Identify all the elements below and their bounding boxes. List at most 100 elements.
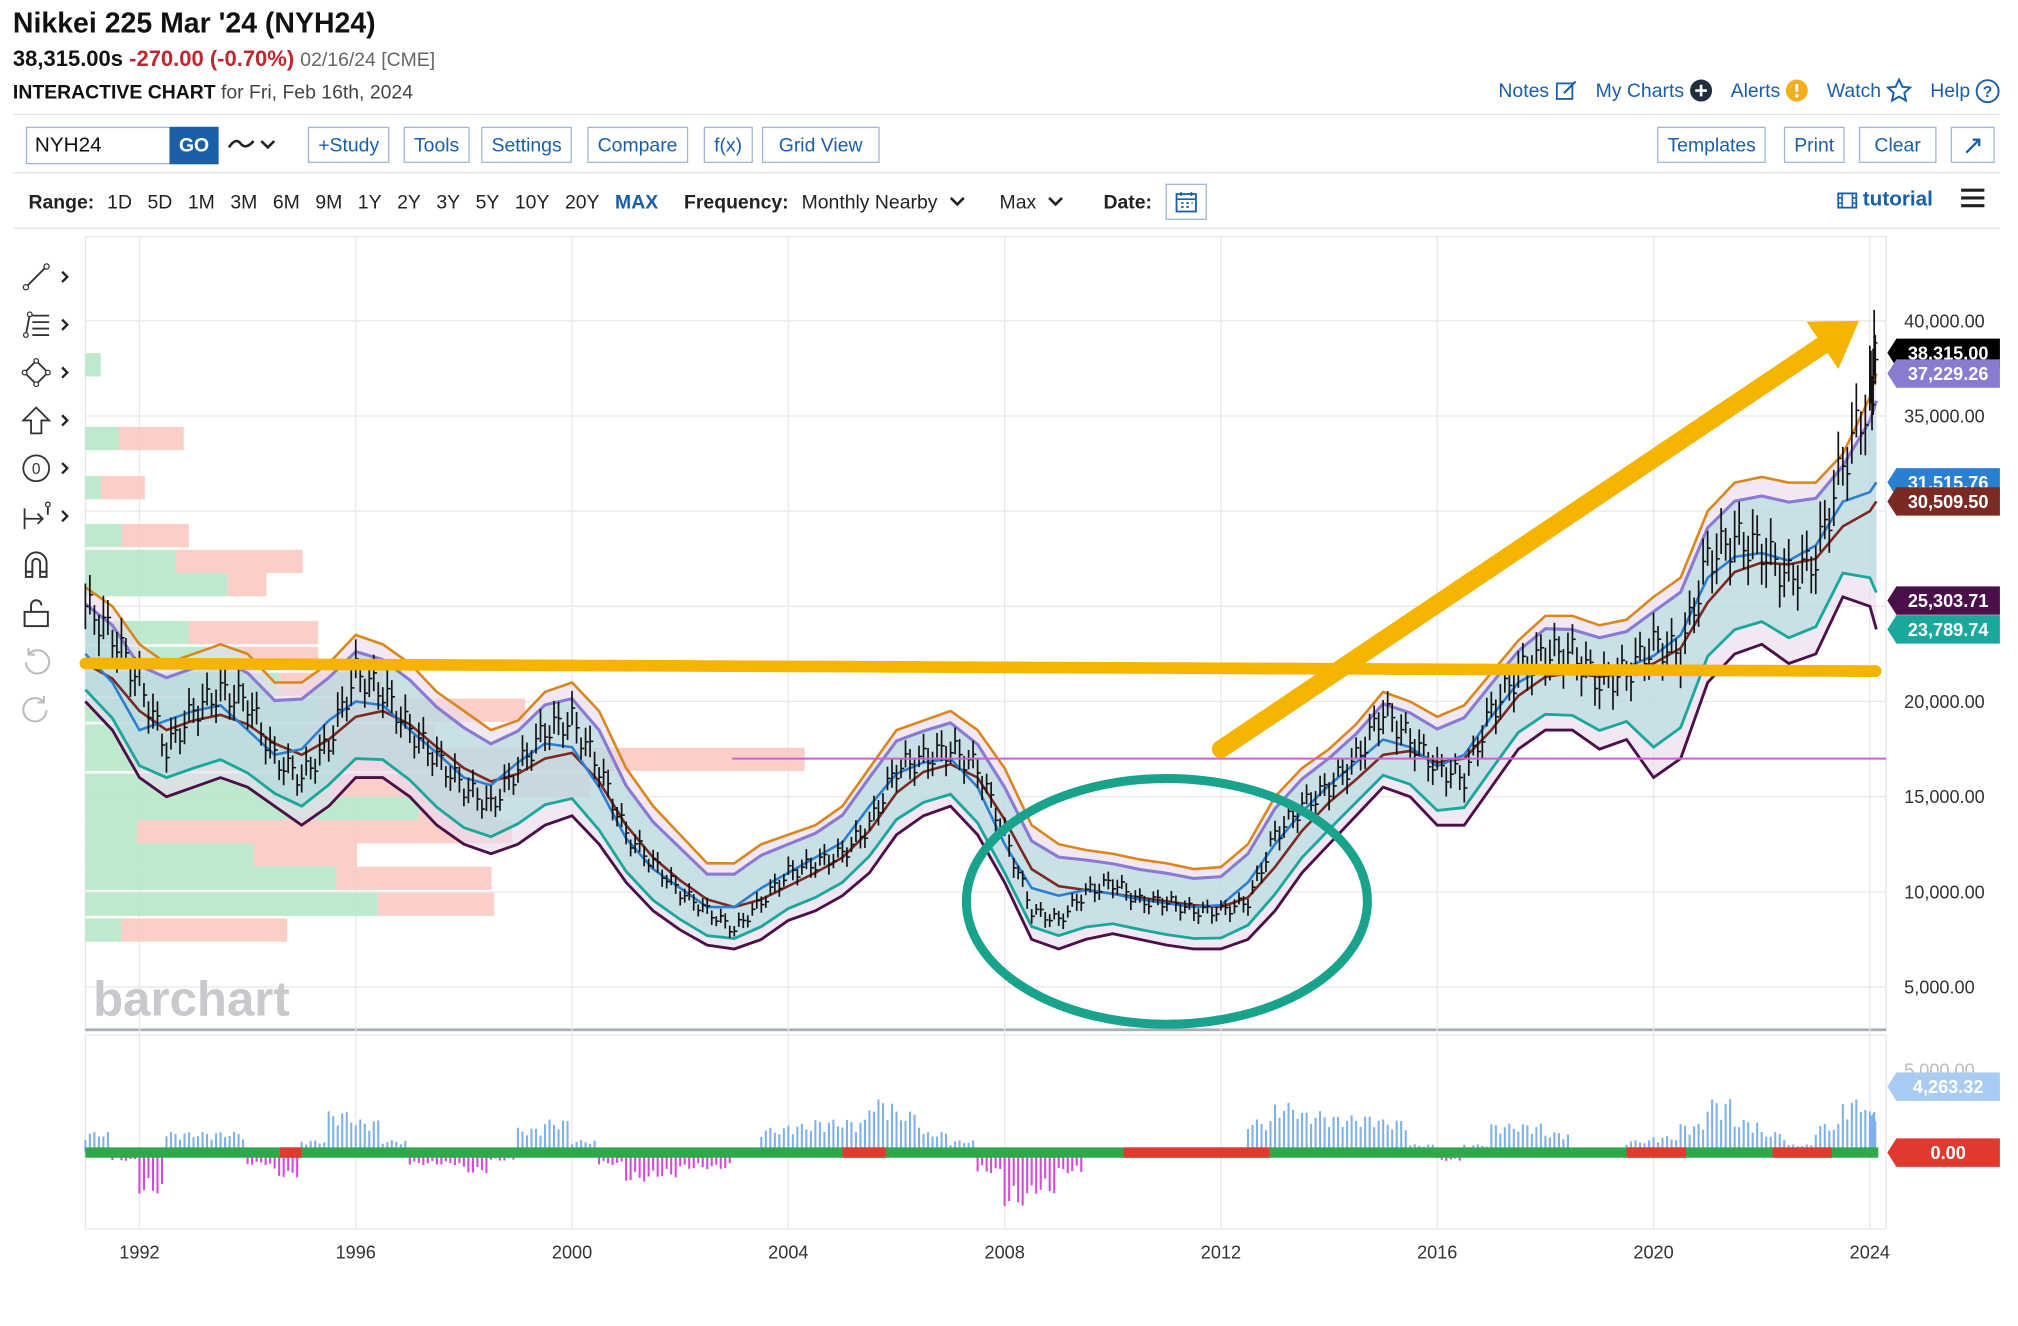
- x-tick-label: 2004: [768, 1243, 808, 1263]
- range-option[interactable]: 5D: [147, 190, 173, 213]
- trendline-tool[interactable]: [21, 259, 81, 295]
- chevron-right-icon: [61, 510, 69, 523]
- support-line: [79, 657, 1882, 677]
- study-button[interactable]: +Study: [307, 126, 390, 163]
- fibonacci-tool[interactable]: [21, 307, 81, 343]
- x-tick-label: 2008: [985, 1243, 1025, 1263]
- shape-tool[interactable]: [21, 354, 81, 390]
- indicator-badge: [1887, 1138, 2000, 1167]
- volume-profile-bar: [188, 620, 319, 645]
- arrow-tool[interactable]: [21, 402, 81, 438]
- marker-tool[interactable]: 0: [21, 450, 81, 486]
- notes-link[interactable]: Notes: [1498, 79, 1577, 102]
- range-option[interactable]: 1M: [187, 190, 215, 213]
- chart-for-date: for Fri, Feb 16th, 2024: [221, 81, 414, 104]
- volume-profile-bar: [85, 353, 101, 377]
- chart-type-dropdown[interactable]: [225, 132, 279, 164]
- last-price: 38,315.00s: [12, 46, 124, 72]
- help-link[interactable]: Help ?: [1930, 78, 2000, 103]
- templates-button[interactable]: Templates: [1657, 126, 1767, 163]
- y-tick-label: 20,000.00: [1904, 692, 1985, 712]
- range-option[interactable]: 2Y: [397, 190, 421, 213]
- range-option[interactable]: 1Y: [357, 190, 382, 213]
- period-value: Max: [999, 190, 1037, 213]
- tools-button[interactable]: Tools: [403, 126, 470, 163]
- y-tick-label: 5,000.00: [1904, 977, 1974, 997]
- date-label: Date:: [1103, 190, 1153, 213]
- magnet-icon: [24, 551, 48, 578]
- settings-button[interactable]: Settings: [481, 126, 573, 163]
- lock-tool[interactable]: [21, 595, 81, 631]
- help-label: Help: [1930, 79, 1971, 102]
- go-button[interactable]: GO: [169, 126, 219, 165]
- range-option[interactable]: 1D: [107, 190, 132, 213]
- range-option[interactable]: 5Y: [475, 190, 500, 213]
- clear-button[interactable]: Clear: [1858, 126, 1937, 163]
- redo-button[interactable]: [21, 691, 81, 727]
- symbol-input[interactable]: [25, 126, 171, 165]
- alerts-label: Alerts: [1730, 79, 1781, 102]
- measure-tool[interactable]: [21, 498, 81, 534]
- frequency-dropdown[interactable]: Monthly Nearby: [802, 191, 966, 213]
- grid-view-button[interactable]: Grid View: [761, 126, 880, 163]
- range-option[interactable]: 6M: [272, 190, 300, 213]
- volume-profile-bar: [85, 426, 120, 451]
- price-badge: [1887, 615, 2000, 644]
- volume-profile-bar: [85, 918, 122, 942]
- measure-icon: [23, 501, 51, 530]
- frequency-value: Monthly Nearby: [801, 190, 938, 213]
- price-badge: [1887, 586, 2000, 615]
- edit-icon: [1555, 80, 1576, 100]
- y-tick-label: 15,000.00: [1904, 787, 1985, 807]
- magnet-tool[interactable]: [21, 546, 81, 582]
- volume-profile-bar: [121, 918, 288, 942]
- volume-profile-bar: [85, 476, 101, 500]
- menu-button[interactable]: [1960, 186, 1986, 216]
- chevron-right-icon: [61, 366, 69, 379]
- watch-link[interactable]: Watch: [1827, 77, 1913, 104]
- print-button[interactable]: Print: [1783, 126, 1845, 163]
- lower-band-line: [84, 595, 1878, 951]
- plus-circle-icon: [1689, 79, 1712, 102]
- tutorial-label: tutorial: [1862, 188, 1933, 211]
- x-tick-label: 2000: [552, 1243, 592, 1263]
- divider: [12, 227, 2000, 229]
- chevron-right-icon: [61, 270, 69, 283]
- range-option[interactable]: 20Y: [564, 190, 600, 213]
- my-charts-link[interactable]: My Charts: [1596, 79, 1713, 102]
- upper-band-line: [84, 373, 1878, 871]
- redo-icon: [22, 695, 48, 723]
- fullscreen-button[interactable]: [1950, 126, 1995, 163]
- volume-profile-bar: [175, 549, 303, 574]
- fx-button[interactable]: f(x): [703, 126, 753, 163]
- date-picker-button[interactable]: [1164, 183, 1207, 220]
- volume-profile-bar: [119, 426, 184, 451]
- fibonacci-icon: [22, 311, 50, 339]
- undo-button[interactable]: [21, 643, 81, 679]
- period-dropdown[interactable]: Max: [1000, 191, 1065, 213]
- range-label: Range:: [28, 190, 95, 213]
- range-option[interactable]: 9M: [315, 190, 343, 213]
- interactive-chart-label: INTERACTIVE CHART: [12, 81, 216, 104]
- indicator-badge: [1887, 1072, 2000, 1101]
- trend-arrow-head: [1806, 320, 1860, 369]
- range-option-active[interactable]: MAX: [615, 190, 659, 213]
- volume-profile-bar: [85, 843, 254, 867]
- tutorial-link[interactable]: tutorial: [1837, 189, 1933, 212]
- line-chart-icon: [227, 139, 276, 150]
- trendline-icon: [22, 263, 50, 291]
- range-option[interactable]: 10Y: [514, 190, 550, 213]
- range-option[interactable]: 3M: [230, 190, 258, 213]
- range-option[interactable]: 3Y: [436, 190, 461, 213]
- alert-icon: [1786, 79, 1809, 102]
- alerts-link[interactable]: Alerts: [1731, 79, 1809, 102]
- price-badge-label: 30,509.50: [1908, 492, 1989, 512]
- svg-text:0: 0: [32, 461, 41, 478]
- indicator-badge-label: 4,263.32: [1913, 1077, 1984, 1097]
- volume-profile-bar: [100, 476, 145, 500]
- price-badge-label: 37,229.26: [1908, 364, 1989, 384]
- top-links: Notes My Charts Alerts Watch Help ?: [1498, 77, 2000, 104]
- price-badge-label: 25,303.71: [1908, 591, 1989, 611]
- compare-button[interactable]: Compare: [587, 126, 688, 163]
